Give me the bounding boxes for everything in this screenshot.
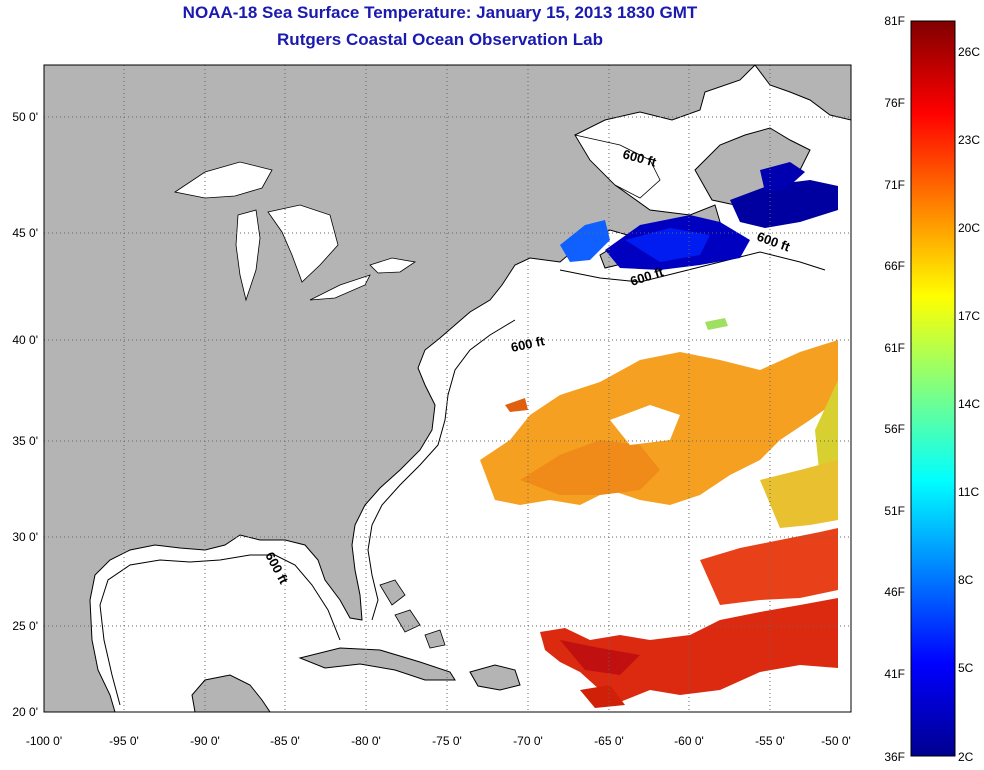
map-subtitle: Rutgers Coastal Ocean Observation Lab [277,30,603,49]
colorbar-label-f: 46F [884,585,905,599]
map-grid [44,65,851,712]
lat-tick-label: 45 0' [12,226,38,240]
colorbar-label-f: 71F [884,178,905,192]
colorbar-label-c: 11C [958,485,979,499]
colorbar-label-f: 51F [884,504,905,518]
gulf-st-lawrence [574,134,661,199]
isobath-600ft-gulf [99,554,341,706]
colorbar-label-c: 14C [958,397,980,411]
colorbar-label-c: 20C [958,221,980,235]
lon-tick-label: -70 0' [513,734,543,748]
lon-tick-label: -100 0' [26,734,62,748]
colorbar-label-f: 76F [884,96,905,110]
colorbar-label-c: 23C [958,133,980,147]
lake-michigan [235,209,261,302]
lon-tick-label: -60 0' [674,734,704,748]
colorbar-label-f: 56F [884,422,905,436]
colorbar-label-f: 41F [884,667,905,681]
hispaniola-land [469,664,521,691]
lat-tick-labels: 20 0' 25 0' 30 0' 35 0' 40 0' 45 0' 50 0… [12,110,38,719]
colorbar-label-f: 66F [884,259,905,273]
lat-tick-label: 40 0' [12,333,38,347]
lon-tick-labels: -100 0' -95 0' -90 0' -85 0' -80 0' -75 … [26,734,851,748]
labrador-land [754,65,851,121]
lon-tick-label: -95 0' [109,734,139,748]
lon-tick-label: -90 0' [190,734,220,748]
colorbar-fahrenheit-labels: 81F 76F 71F 66F 61F 56F 51F 46F 41F 36F [884,14,905,764]
bahamas-islands [379,579,446,649]
sst-hot-patch-south [540,460,838,708]
colorbar-label-c: 17C [958,309,980,323]
isobath-600ft-north [559,251,826,283]
map-frame [43,64,852,713]
lake-ontario [369,257,417,274]
colorbar-label-f: 36F [884,750,905,764]
yucatan-land [191,674,271,712]
colorbar-celsius-labels: 26C 23C 20C 17C 14C 11C 8C 5C 2C [958,45,980,764]
lat-tick-label: 20 0' [12,705,38,719]
colorbar-label-c: 2C [958,750,974,764]
colorbar-label-c: 5C [958,661,974,675]
lake-superior [173,161,273,199]
lon-tick-label: -80 0' [351,734,381,748]
lon-tick-label: -55 0' [755,734,785,748]
lat-tick-label: 25 0' [12,619,38,633]
lon-tick-label: -50 0' [821,734,851,748]
lon-tick-label: -75 0' [432,734,462,748]
lat-tick-label: 50 0' [12,110,38,124]
colorbar-label-f: 81F [884,14,905,28]
colorbar-label-c: 8C [958,573,974,587]
newfoundland-land [694,127,811,206]
lat-tick-label: 30 0' [12,530,38,544]
north-america-land [44,65,756,712]
lat-tick-label: 35 0' [12,434,38,448]
lon-tick-label: -65 0' [594,734,624,748]
colorbar-label-c: 26C [958,45,980,59]
isobath-600ft-atlantic [367,319,516,621]
colorbar [910,20,956,757]
contour-label-4: 600 ft [510,333,547,355]
colorbar-label-f: 61F [884,341,905,355]
lake-huron [267,204,339,283]
cuba-land [298,647,456,681]
lon-tick-label: -85 0' [270,734,300,748]
lake-erie [309,274,371,301]
map-title: NOAA-18 Sea Surface Temperature: January… [182,3,698,22]
